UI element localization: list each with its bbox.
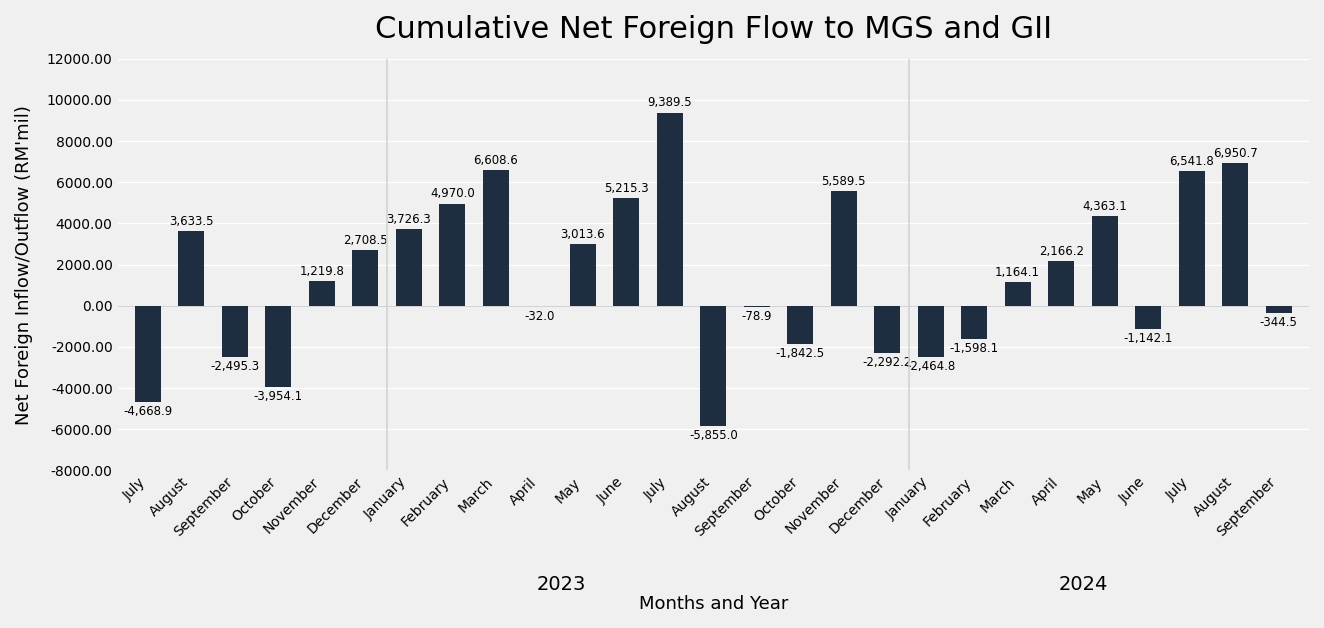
Bar: [396, 229, 422, 306]
Text: 5,589.5: 5,589.5: [821, 175, 866, 188]
Text: 6,608.6: 6,608.6: [474, 154, 518, 166]
Text: 2,166.2: 2,166.2: [1038, 245, 1083, 258]
Text: -78.9: -78.9: [741, 310, 772, 323]
Text: -1,598.1: -1,598.1: [949, 342, 998, 355]
Text: -32.0: -32.0: [524, 310, 555, 323]
Bar: [1091, 216, 1117, 306]
Text: 4,363.1: 4,363.1: [1082, 200, 1127, 213]
Text: 9,389.5: 9,389.5: [647, 97, 692, 109]
Text: 2023: 2023: [536, 575, 585, 593]
Text: 1,164.1: 1,164.1: [996, 266, 1041, 279]
Bar: [744, 306, 769, 307]
X-axis label: Months and Year: Months and Year: [638, 595, 788, 613]
Bar: [179, 231, 204, 306]
Text: 3,726.3: 3,726.3: [387, 213, 432, 226]
Bar: [569, 244, 596, 306]
Bar: [1135, 306, 1161, 329]
Bar: [1005, 282, 1030, 306]
Text: 1,219.8: 1,219.8: [299, 264, 344, 278]
Bar: [657, 112, 683, 306]
Text: 2024: 2024: [1058, 575, 1108, 593]
Bar: [961, 306, 988, 338]
Bar: [1049, 261, 1074, 306]
Bar: [308, 281, 335, 306]
Bar: [830, 191, 857, 306]
Bar: [874, 306, 900, 353]
Text: 3,013.6: 3,013.6: [560, 228, 605, 241]
Text: 2,708.5: 2,708.5: [343, 234, 388, 247]
Text: -344.5: -344.5: [1259, 316, 1298, 329]
Text: 3,633.5: 3,633.5: [169, 215, 213, 228]
Text: -1,842.5: -1,842.5: [776, 347, 825, 360]
Text: -5,855.0: -5,855.0: [688, 430, 737, 442]
Bar: [700, 306, 727, 426]
Bar: [1178, 171, 1205, 306]
Bar: [1266, 306, 1292, 313]
Bar: [918, 306, 944, 357]
Text: -2,495.3: -2,495.3: [211, 360, 260, 373]
Text: -2,464.8: -2,464.8: [906, 360, 956, 372]
Bar: [1222, 163, 1249, 306]
Bar: [613, 198, 639, 306]
Text: -2,292.2: -2,292.2: [862, 356, 912, 369]
Bar: [440, 203, 465, 306]
Text: 5,215.3: 5,215.3: [604, 182, 649, 195]
Text: 4,970.0: 4,970.0: [430, 187, 475, 200]
Bar: [135, 306, 162, 402]
Bar: [265, 306, 291, 387]
Text: 6,950.7: 6,950.7: [1213, 147, 1258, 160]
Text: 6,541.8: 6,541.8: [1169, 155, 1214, 168]
Y-axis label: Net Foreign Inflow/Outflow (RM'mil): Net Foreign Inflow/Outflow (RM'mil): [15, 105, 33, 425]
Bar: [222, 306, 248, 357]
Title: Cumulative Net Foreign Flow to MGS and GII: Cumulative Net Foreign Flow to MGS and G…: [375, 15, 1051, 44]
Text: -3,954.1: -3,954.1: [254, 390, 303, 403]
Bar: [788, 306, 813, 344]
Text: -1,142.1: -1,142.1: [1124, 332, 1173, 345]
Bar: [352, 250, 379, 306]
Text: -4,668.9: -4,668.9: [123, 405, 172, 418]
Bar: [483, 170, 508, 306]
